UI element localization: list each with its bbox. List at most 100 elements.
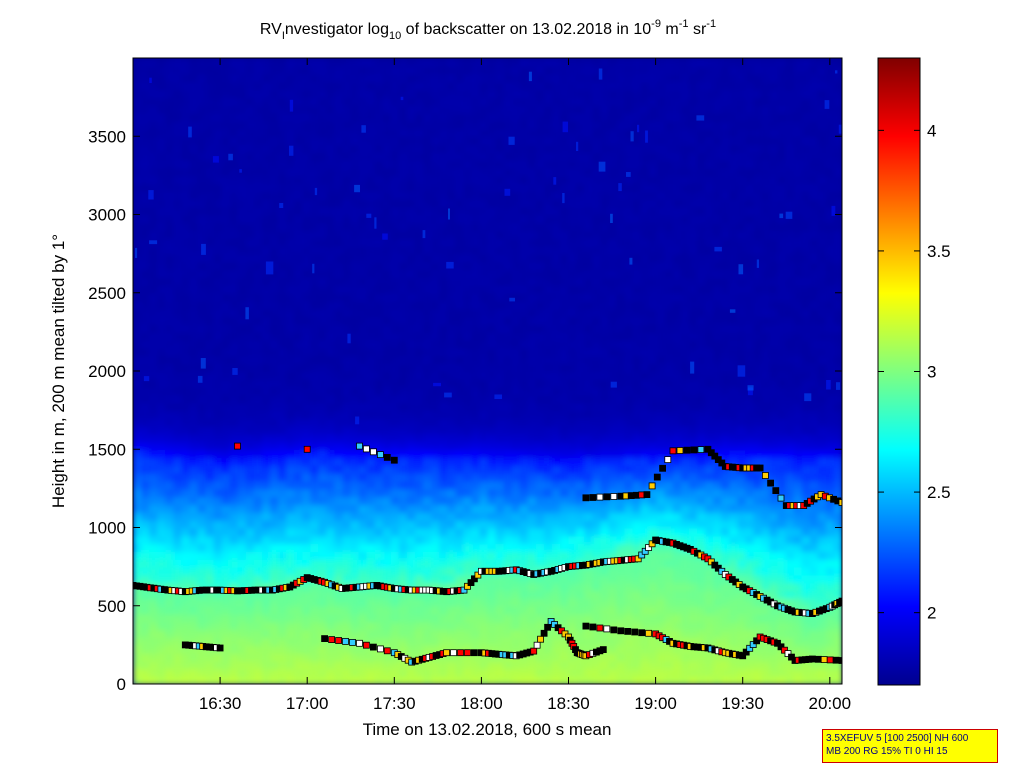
x-tick-label: 20:00 xyxy=(809,694,852,713)
layer-marker xyxy=(772,487,780,495)
layer-marker xyxy=(767,479,774,487)
layer-marker xyxy=(356,442,363,450)
layer-marker xyxy=(457,649,464,657)
series-lower-layer-2 xyxy=(582,622,842,664)
layer-marker xyxy=(643,491,651,499)
layer-marker xyxy=(383,453,391,461)
layer-marker xyxy=(537,635,544,643)
colorbar-tick-label: 3 xyxy=(927,363,936,382)
layer-marker xyxy=(638,551,646,559)
colorbar-tick-label: 3.5 xyxy=(927,242,951,261)
layer-marker xyxy=(321,635,329,642)
series-lower-layer xyxy=(321,618,607,666)
layer-marker xyxy=(820,656,828,663)
layer-marker xyxy=(659,464,666,472)
x-tick-label: 17:30 xyxy=(373,694,416,713)
layer-marker xyxy=(362,445,370,453)
layer-marker xyxy=(664,456,672,464)
y-tick-label: 1000 xyxy=(88,519,126,538)
layer-marker xyxy=(582,622,590,630)
series-lower-layer-3 xyxy=(181,641,224,652)
layer-marker xyxy=(718,459,726,467)
layer-marker xyxy=(838,499,842,506)
layer-marker xyxy=(443,649,451,657)
layer-marker xyxy=(460,586,468,594)
layer-marker xyxy=(533,641,541,649)
series-residual-layer xyxy=(234,442,842,510)
layer-marker xyxy=(540,629,548,637)
layer-marker xyxy=(645,544,652,551)
layer-marker xyxy=(838,657,842,664)
layer-marker xyxy=(739,652,747,660)
layer-marker xyxy=(648,540,656,548)
layer-marker xyxy=(784,650,792,657)
x-tick-label: 18:30 xyxy=(547,694,590,713)
y-tick-label: 2500 xyxy=(88,284,126,303)
layer-marker xyxy=(596,493,604,501)
layer-marker xyxy=(774,639,781,647)
layer-marker xyxy=(711,452,719,460)
y-axis: 0 500 1000 1500 2000 2500 3000 3500 xyxy=(88,127,842,694)
layer-marker xyxy=(788,653,795,661)
info-line-2: MB 200 RG 15% TI 0 HI 15 xyxy=(826,746,948,757)
layer-marker xyxy=(544,623,551,631)
layer-marker xyxy=(634,555,642,563)
x-axis: 16:30 17:00 17:30 18:00 18:30 19:00 19:30 20:00 xyxy=(199,58,851,713)
layer-marker xyxy=(464,649,471,657)
layer-marker xyxy=(690,446,698,454)
plot-area xyxy=(133,58,842,684)
x-axis-label: Time on 13.02.2018, 600 s mean xyxy=(363,720,612,739)
y-tick-label: 2000 xyxy=(88,362,126,381)
layer-marker xyxy=(645,629,652,637)
y-tick-label: 500 xyxy=(98,597,126,616)
layer-marker xyxy=(376,645,384,653)
layer-marker xyxy=(342,638,349,645)
layer-marker xyxy=(624,628,632,635)
layer-marker xyxy=(349,639,356,646)
layer-marker xyxy=(838,597,842,605)
colorbar-tick-label: 4 xyxy=(927,121,936,140)
series-mixing-layer-height xyxy=(133,536,842,617)
layer-marker xyxy=(328,636,336,643)
layer-marker xyxy=(746,644,754,652)
layer-marker xyxy=(376,451,384,459)
layer-marker xyxy=(631,628,639,636)
x-tick-label: 19:00 xyxy=(634,694,677,713)
layer-marker xyxy=(638,629,646,637)
x-tick-label: 16:30 xyxy=(199,694,242,713)
layer-marker xyxy=(697,446,705,454)
layer-marker xyxy=(303,445,311,453)
layer-marker xyxy=(450,649,457,657)
layer-marker xyxy=(470,575,478,583)
layer-marker xyxy=(335,637,343,644)
colorbar-tick-label: 2 xyxy=(927,604,936,623)
layer-marker xyxy=(589,623,597,631)
y-tick-label: 3500 xyxy=(88,127,126,146)
x-tick-label: 18:00 xyxy=(460,694,503,713)
backscatter-field xyxy=(133,58,842,684)
layer-marker xyxy=(809,655,816,663)
layer-marker xyxy=(589,494,597,501)
layer-marker xyxy=(369,643,377,651)
layer-marker xyxy=(676,447,684,454)
y-tick-label: 0 xyxy=(117,675,126,694)
layer-marker xyxy=(383,647,391,655)
layer-marker xyxy=(610,493,618,500)
y-tick-label: 1500 xyxy=(88,440,126,459)
layer-marker xyxy=(530,647,538,655)
layer-marker xyxy=(826,656,834,664)
colorbar-tick-label: 2.5 xyxy=(927,483,951,502)
y-tick-label: 3000 xyxy=(88,206,126,225)
info-line-1: 3.5XEFUV 5 [100 2500] NH 600 xyxy=(826,733,969,744)
layer-marker xyxy=(356,639,363,647)
colorbar: 2 2.5 3 3.5 4 xyxy=(877,57,951,686)
layer-marker xyxy=(832,656,840,664)
layer-markers xyxy=(133,442,842,666)
layer-marker xyxy=(603,625,611,633)
layer-marker xyxy=(234,442,241,450)
layer-marker xyxy=(474,571,482,579)
chart-title: RVInvestigator log10 of backscatter on 1… xyxy=(260,18,716,42)
layer-marker xyxy=(390,456,398,464)
y-axis-label: Height in m, 200 m mean tilted by 1° xyxy=(49,234,68,508)
layer-marker xyxy=(814,655,822,663)
